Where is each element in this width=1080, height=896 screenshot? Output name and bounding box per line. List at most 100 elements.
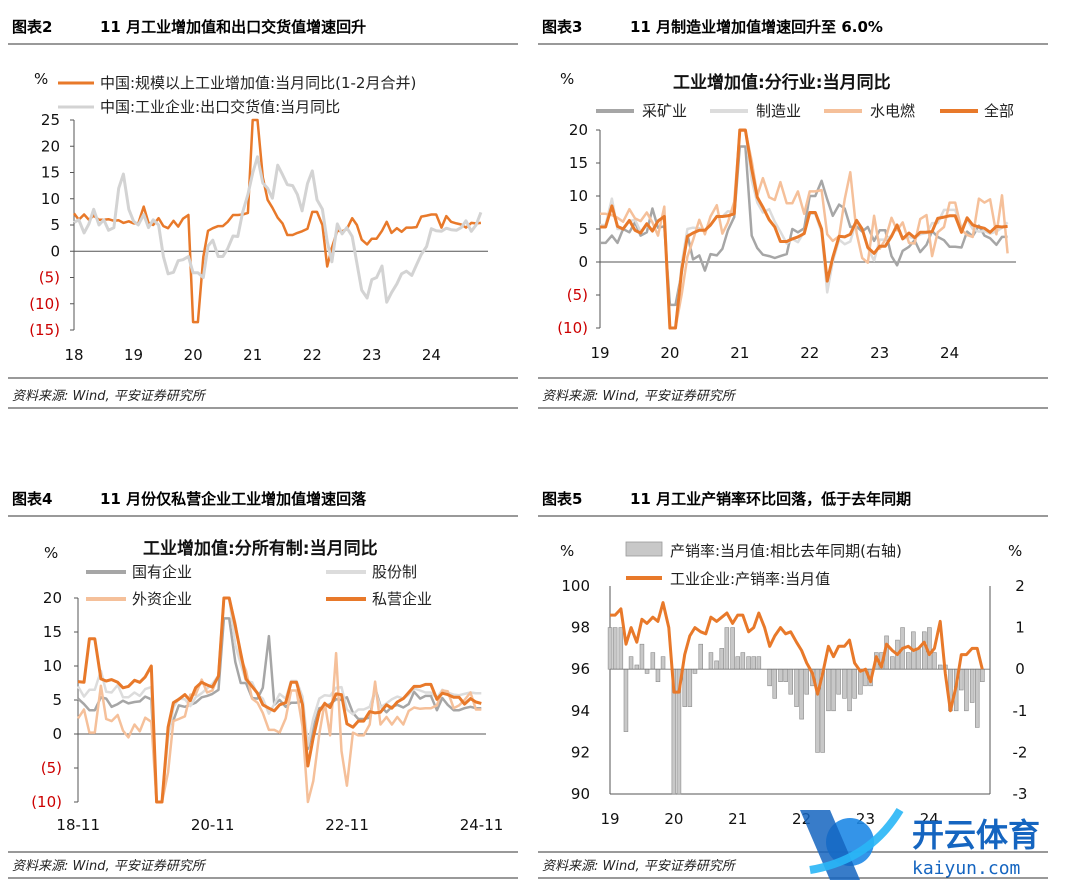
y-tick-label: (10) [557,319,588,337]
watermark-brand: 开云体育 [912,816,1040,854]
bar [708,652,714,670]
chart-2-label: 图表2 [12,18,52,36]
legend-swatch [625,541,663,557]
bar [682,668,688,707]
bar [847,668,852,712]
x-tick-label: 18 [64,346,83,364]
bar [826,668,831,712]
bar [756,656,762,670]
source-note: 资料来源: Wind, 平安证券研究所 [542,858,737,874]
x-tick-label: 24-11 [460,816,504,834]
x-tick-label: 19 [600,810,619,828]
y-tick-label: 10 [569,187,588,205]
x-tick-label: 19 [124,346,143,364]
y-tick-label: 0 [52,725,62,743]
bar [618,627,624,670]
y-tick-label: 15 [41,164,60,182]
chart-5-svg: 图表5 11 月工业产销率环比回落，低于去年同期 % % 产销率:当月值:相比去… [538,490,1048,879]
bar [740,652,746,670]
chart-4-label: 图表4 [12,490,52,508]
chart-5-ylabel-left: % [560,542,574,560]
bar [778,668,783,682]
legend-label: 水电燃 [870,102,915,120]
x-tick-label: 24 [920,810,939,828]
legend-label: 外资企业 [132,590,192,608]
source-note: 资料来源: Wind, 平安证券研究所 [542,388,737,404]
bar [639,643,645,670]
panel-chart-2: 图表2 11 月工业增加值和出口交货值增速回升 % 中国:规模以上工业增加值:当… [8,10,518,410]
bar [692,668,698,674]
bar [783,668,788,682]
bar [607,627,613,670]
y-tick-label: 10 [41,190,60,208]
chart-3-svg: 图表3 11 月制造业增加值增速回升至 6.0% % 工业增加值:分行业:当月同… [538,18,1048,409]
bar [788,668,794,695]
series-line [600,128,1009,330]
y-tick-label: (5) [567,286,588,304]
bar [628,656,634,670]
y-tick-label: 10 [43,657,62,675]
y-tick-label: 90 [571,785,590,803]
chart-2-title: 11 月工业增加值和出口交货值增速回升 [100,18,366,36]
y-tick-label: 96 [571,660,590,678]
bar [612,627,618,670]
bar [730,627,735,670]
bar [751,656,757,670]
y2-tick-label: -1 [1013,702,1028,720]
y-tick-label: (5) [41,759,62,777]
bar [724,627,730,670]
y-tick-label: 15 [569,154,588,172]
legend-label: 全部 [984,102,1014,120]
legend-label: 采矿业 [642,102,687,120]
x-tick-label: 18-11 [56,816,100,834]
x-tick-label: 20 [664,810,683,828]
bar [644,668,650,674]
y-tick-label: 0 [50,242,60,260]
x-tick-label: 21 [243,346,262,364]
x-tick-label: 20 [184,346,203,364]
bar [794,668,799,707]
series-line [600,128,1008,330]
y2-tick-label: 0 [1015,660,1025,678]
legend-label: 股份制 [372,563,417,581]
legend-label: 工业企业:产销率:当月值 [670,570,830,588]
legend-label: 制造业 [756,102,801,120]
y-tick-label: 5 [578,220,588,238]
bar [937,664,943,670]
x-tick-label: 21 [730,344,749,362]
bar [634,664,640,670]
bar [836,668,841,695]
series-line [77,617,482,804]
series-line [76,596,482,804]
x-tick-label: 19 [590,344,609,362]
chart-3-title: 11 月制造业增加值增速回升至 6.0% [630,18,883,36]
y2-tick-label: 2 [1015,577,1025,595]
x-tick-label: 22-11 [325,816,369,834]
chart-5-label: 图表5 [542,490,582,508]
series-line [73,155,483,304]
series-line [77,596,482,804]
legend-label: 中国:规模以上工业增加值:当月同比(1-2月合并) [100,74,416,92]
chart-2-svg: 图表2 11 月工业增加值和出口交货值增速回升 % 中国:规模以上工业增加值:当… [8,18,518,409]
bar [799,668,804,720]
y-tick-label: 94 [571,702,590,720]
x-tick-label: 23 [362,346,381,364]
bar [890,656,895,670]
chart-4-svg: 图表4 11 月份仅私营企业工业增加值增速回落 % 工业增加值:分所有制:当月同… [8,490,518,879]
bar [916,648,921,670]
x-tick-label: 20-11 [191,816,235,834]
y-tick-label: (10) [31,793,62,811]
chart-4-ylabel: % [44,544,58,562]
panel-chart-5: 图表5 11 月工业产销率环比回落，低于去年同期 % % 产销率:当月值:相比去… [538,482,1048,882]
bar [980,668,985,682]
y-tick-label: 5 [50,216,60,234]
legend-label: 私营企业 [372,590,432,608]
bar [858,668,863,695]
y-tick-label: 20 [43,589,62,607]
chart-3-chart-title: 工业增加值:分行业:当月同比 [673,72,891,93]
bar [964,668,969,712]
y-tick-label: 20 [41,137,60,155]
x-tick-label: 20 [660,344,679,362]
y-tick-label: 98 [571,619,590,637]
y-tick-label: (5) [39,269,60,287]
